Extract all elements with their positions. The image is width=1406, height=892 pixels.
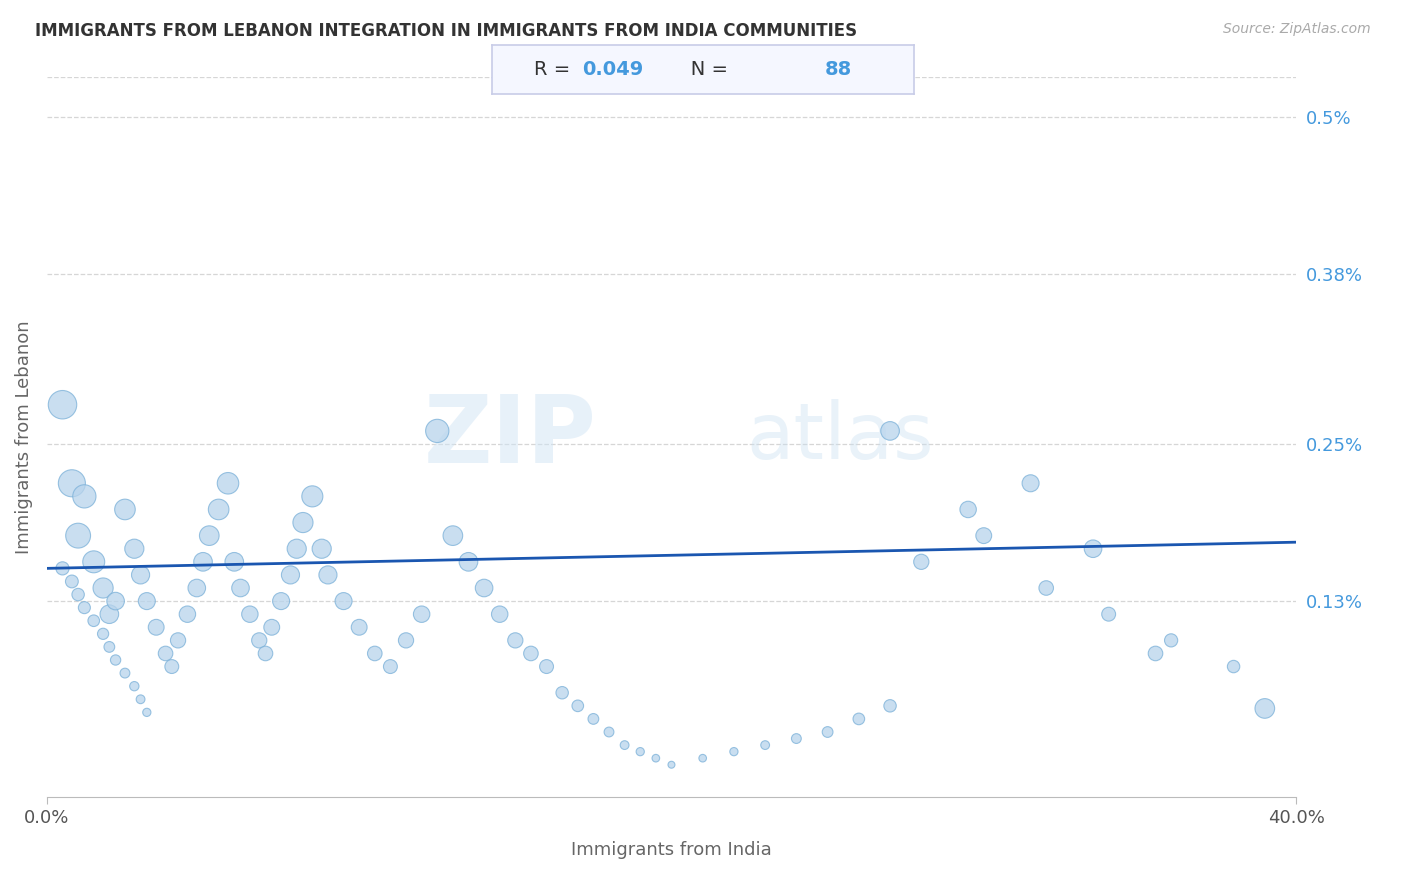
Point	[129, 692, 152, 706]
Point	[186, 581, 208, 595]
Point	[723, 745, 745, 759]
Point	[270, 594, 292, 608]
Point	[567, 698, 589, 713]
Point	[598, 725, 620, 739]
Point	[582, 712, 605, 726]
Point	[848, 712, 870, 726]
Point	[692, 751, 714, 765]
Point	[104, 594, 127, 608]
Point	[644, 751, 666, 765]
Point	[785, 731, 807, 746]
Text: Source: ZipAtlas.com: Source: ZipAtlas.com	[1223, 22, 1371, 37]
Point	[167, 633, 190, 648]
Point	[91, 627, 114, 641]
Point	[104, 653, 127, 667]
Point	[910, 555, 932, 569]
Point	[73, 489, 96, 503]
Point	[229, 581, 252, 595]
Point	[1081, 541, 1104, 556]
Point	[83, 614, 105, 628]
Text: ZIP: ZIP	[423, 392, 596, 483]
Point	[426, 424, 449, 438]
Point	[754, 738, 776, 752]
Point	[311, 541, 333, 556]
Point	[441, 528, 464, 542]
Point	[364, 647, 387, 661]
Point	[124, 679, 146, 693]
Text: atlas: atlas	[747, 400, 934, 475]
Point	[191, 555, 214, 569]
Point	[879, 424, 901, 438]
Point	[1035, 581, 1057, 595]
Text: IMMIGRANTS FROM LEBANON INTEGRATION IN IMMIGRANTS FROM INDIA COMMUNITIES: IMMIGRANTS FROM LEBANON INTEGRATION IN I…	[35, 22, 858, 40]
Point	[817, 725, 839, 739]
Point	[176, 607, 198, 622]
Point	[224, 555, 246, 569]
Point	[973, 528, 995, 542]
Text: 0.049: 0.049	[582, 60, 643, 78]
Point	[457, 555, 479, 569]
Point	[879, 698, 901, 713]
Point	[520, 647, 543, 661]
Point	[411, 607, 433, 622]
Point	[628, 745, 651, 759]
Point	[239, 607, 262, 622]
Point	[60, 476, 83, 491]
Point	[208, 502, 231, 516]
Point	[98, 640, 121, 654]
Point	[1160, 633, 1182, 648]
Point	[135, 594, 157, 608]
Point	[155, 647, 177, 661]
Point	[551, 686, 574, 700]
Point	[280, 568, 302, 582]
Point	[472, 581, 495, 595]
Point	[51, 561, 73, 575]
Point	[124, 541, 146, 556]
Point	[1098, 607, 1121, 622]
Point	[73, 600, 96, 615]
Point	[98, 607, 121, 622]
Point	[301, 489, 323, 503]
Point	[67, 528, 90, 542]
Point	[291, 516, 314, 530]
Point	[51, 398, 73, 412]
X-axis label: Immigrants from India: Immigrants from India	[571, 841, 772, 859]
Text: R =: R =	[534, 60, 576, 78]
Point	[91, 581, 114, 595]
Point	[1019, 476, 1042, 491]
Point	[488, 607, 510, 622]
Point	[114, 502, 136, 516]
Point	[536, 659, 558, 673]
Point	[60, 574, 83, 589]
Point	[285, 541, 308, 556]
Point	[260, 620, 283, 634]
Point	[1144, 647, 1167, 661]
Point	[135, 706, 157, 720]
Point	[1254, 701, 1277, 715]
Point	[957, 502, 980, 516]
Point	[254, 647, 277, 661]
Point	[129, 568, 152, 582]
Point	[83, 555, 105, 569]
Text: 88: 88	[824, 60, 852, 78]
Point	[160, 659, 183, 673]
Point	[247, 633, 270, 648]
Point	[332, 594, 354, 608]
Point	[217, 476, 239, 491]
Point	[198, 528, 221, 542]
Point	[316, 568, 339, 582]
Point	[1222, 659, 1244, 673]
Point	[145, 620, 167, 634]
Text: N =: N =	[672, 60, 734, 78]
Point	[347, 620, 370, 634]
Point	[613, 738, 636, 752]
Point	[661, 757, 683, 772]
Point	[67, 588, 90, 602]
Point	[380, 659, 402, 673]
Point	[505, 633, 527, 648]
Point	[395, 633, 418, 648]
Y-axis label: Immigrants from Lebanon: Immigrants from Lebanon	[15, 320, 32, 554]
Point	[114, 666, 136, 681]
